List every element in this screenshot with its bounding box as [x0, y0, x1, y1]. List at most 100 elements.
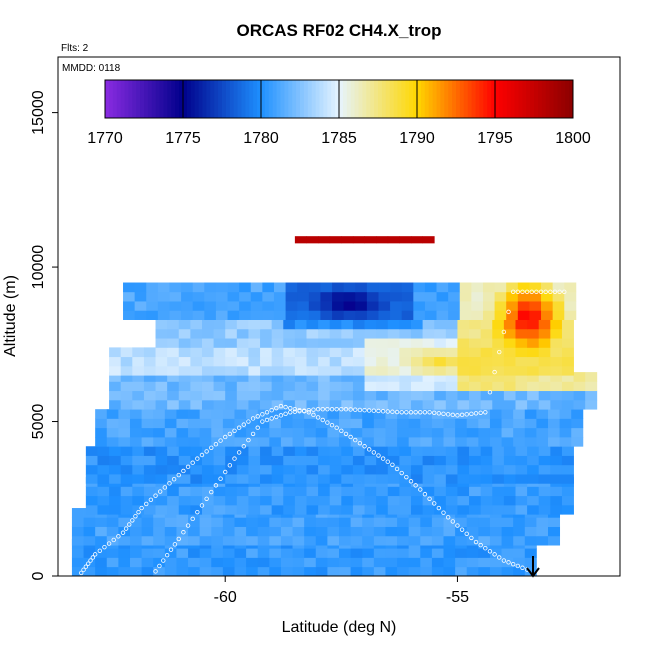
- heatmap-cell: [373, 409, 386, 419]
- heatmap-cell: [97, 486, 110, 497]
- heatmap-cell: [234, 557, 247, 568]
- heatmap-cell: [445, 381, 458, 392]
- sample-point: [123, 526, 129, 531]
- heatmap-cell: [201, 356, 214, 367]
- heatmap-cell: [178, 381, 191, 392]
- heatmap-cell: [524, 535, 537, 546]
- heatmap-cell: [550, 365, 563, 376]
- colorbar-swatch: [428, 80, 434, 118]
- colorbar-swatch: [565, 80, 570, 118]
- heatmap-cell: [492, 319, 505, 330]
- heatmap-cell: [199, 526, 212, 537]
- heatmap-cell: [431, 409, 444, 419]
- heatmap-cell: [573, 372, 586, 382]
- heatmap-cell: [132, 446, 145, 456]
- heatmap-cell: [469, 372, 482, 382]
- heatmap-cell: [260, 464, 273, 475]
- heatmap-cell: [308, 282, 321, 293]
- sample-point: [334, 425, 339, 430]
- heatmap-cell: [85, 446, 98, 456]
- heatmap-cell: [524, 517, 537, 527]
- heatmap-cell: [457, 328, 470, 339]
- heatmap-cell: [431, 535, 444, 546]
- heatmap-cell: [201, 319, 214, 330]
- sample-point: [515, 289, 521, 294]
- heatmap-cell: [269, 526, 282, 537]
- heatmap-cell: [538, 328, 551, 339]
- sample-point: [399, 470, 404, 476]
- heatmap-cell: [155, 464, 168, 475]
- heatmap-cell: [513, 548, 526, 558]
- heatmap-cell: [129, 566, 143, 577]
- heatmap-cell: [503, 356, 516, 367]
- heatmap-cell: [283, 446, 296, 456]
- colorbar-swatch: [303, 80, 309, 118]
- heatmap-cell: [339, 535, 352, 546]
- heatmap-cell: [448, 282, 461, 293]
- sample-point: [162, 485, 168, 490]
- heatmap-cell: [376, 365, 389, 376]
- sample-point: [133, 514, 138, 519]
- heatmap-cell: [390, 310, 403, 320]
- sample-point: [83, 564, 89, 569]
- heatmap-cell: [410, 390, 424, 401]
- heatmap-cell: [434, 486, 447, 497]
- sample-point: [506, 560, 511, 565]
- sample-point: [520, 289, 525, 294]
- heatmap-cell: [399, 338, 412, 348]
- heatmap-cell: [538, 474, 551, 484]
- heatmap-cell: [225, 504, 238, 515]
- heatmap-cell: [434, 399, 447, 410]
- colorbar-swatch: [241, 80, 246, 118]
- heatmap-cell: [201, 464, 214, 475]
- sample-point: [81, 567, 86, 573]
- heatmap-cell: [329, 365, 342, 376]
- heatmap-cell: [109, 347, 122, 358]
- heatmap-cell: [561, 446, 574, 456]
- sample-point: [478, 410, 483, 415]
- sample-point: [250, 431, 256, 437]
- heatmap-cell: [239, 291, 252, 302]
- heatmap-cell: [118, 535, 131, 546]
- heatmap-cell: [71, 566, 84, 577]
- heatmap-cell: [352, 356, 365, 367]
- heatmap-cell: [352, 372, 365, 382]
- heatmap-cell: [271, 347, 284, 358]
- heatmap-cell: [571, 418, 584, 429]
- heatmap-cell: [153, 436, 166, 447]
- heatmap-cell: [97, 504, 110, 515]
- heatmap-cell: [410, 365, 424, 376]
- heatmap-cell: [248, 347, 261, 358]
- colorbar-swatch: [206, 80, 211, 118]
- heatmap-cell: [315, 535, 328, 546]
- sample-point: [524, 289, 530, 294]
- heatmap-cell: [178, 486, 191, 497]
- colorbar-swatch: [272, 80, 278, 118]
- heatmap-cell: [448, 291, 461, 302]
- heatmap-cell: [459, 291, 472, 302]
- heatmap-cell: [225, 464, 238, 475]
- heatmap-cell: [364, 319, 377, 330]
- heatmap-cell: [385, 526, 398, 537]
- heatmap-cell: [109, 372, 122, 382]
- heatmap-cell: [364, 338, 377, 348]
- colorbar-swatch: [323, 80, 328, 118]
- heatmap-cell: [397, 557, 410, 568]
- heatmap-cell: [164, 517, 177, 527]
- heatmap-cell: [501, 566, 514, 577]
- heatmap-cell: [339, 418, 352, 429]
- heatmap-cell: [352, 338, 365, 348]
- heatmap-cell: [399, 390, 412, 401]
- y-tick-label: 0: [30, 571, 47, 580]
- colorbar-swatch: [541, 80, 547, 118]
- heatmap-cell: [341, 356, 354, 367]
- heatmap-cell: [492, 356, 505, 367]
- heatmap-cell: [192, 301, 205, 311]
- heatmap-cell: [318, 356, 331, 367]
- heatmap-cell: [329, 356, 342, 367]
- heatmap-cell: [527, 390, 540, 401]
- heatmap-cell: [199, 418, 212, 429]
- heatmap-cell: [355, 291, 368, 302]
- heatmap-cell: [118, 566, 131, 577]
- heatmap-cell: [376, 504, 389, 515]
